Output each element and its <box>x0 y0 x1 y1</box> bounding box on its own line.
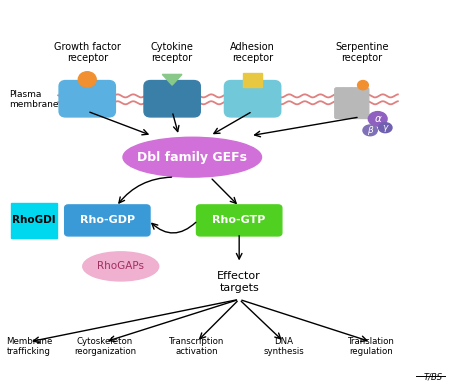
Text: Rho-GTP: Rho-GTP <box>212 215 265 225</box>
Ellipse shape <box>123 137 261 177</box>
Text: Cytoskeleton
reorganization: Cytoskeleton reorganization <box>74 337 136 357</box>
FancyBboxPatch shape <box>196 205 281 236</box>
Text: γ: γ <box>382 123 387 132</box>
Ellipse shape <box>362 125 376 136</box>
Text: Plasma
membrane: Plasma membrane <box>9 90 58 109</box>
Text: Rho-GDP: Rho-GDP <box>80 215 135 225</box>
FancyBboxPatch shape <box>334 88 344 118</box>
Text: α: α <box>374 114 380 124</box>
Text: Cytokine
receptor: Cytokine receptor <box>150 42 193 63</box>
Ellipse shape <box>368 111 386 126</box>
Ellipse shape <box>79 85 96 95</box>
Ellipse shape <box>378 123 391 133</box>
Text: DNA
synthesis: DNA synthesis <box>263 337 303 357</box>
FancyBboxPatch shape <box>59 81 115 117</box>
Text: Serpentine
receptor: Serpentine receptor <box>334 42 388 63</box>
FancyBboxPatch shape <box>144 81 200 117</box>
Ellipse shape <box>83 252 158 281</box>
FancyBboxPatch shape <box>242 73 261 87</box>
Text: RhoGAPs: RhoGAPs <box>97 262 144 271</box>
Text: Translation
regulation: Translation regulation <box>347 337 394 357</box>
Text: β: β <box>366 126 372 135</box>
FancyBboxPatch shape <box>10 203 56 238</box>
Polygon shape <box>162 74 182 85</box>
Ellipse shape <box>163 85 181 95</box>
Circle shape <box>78 72 96 87</box>
Text: RhoGDI: RhoGDI <box>12 215 56 225</box>
Ellipse shape <box>243 85 261 95</box>
FancyBboxPatch shape <box>224 81 280 117</box>
Text: Effector
targets: Effector targets <box>217 271 260 292</box>
FancyBboxPatch shape <box>358 88 368 118</box>
FancyBboxPatch shape <box>342 88 352 118</box>
Text: Dbl family GEFs: Dbl family GEFs <box>137 151 247 164</box>
Text: T/BS: T/BS <box>422 372 441 381</box>
Text: Growth factor
receptor: Growth factor receptor <box>54 42 121 63</box>
FancyBboxPatch shape <box>350 88 360 118</box>
Text: Membrane
trafficking: Membrane trafficking <box>6 337 52 357</box>
Text: Transcription
activation: Transcription activation <box>169 337 224 357</box>
Circle shape <box>357 81 368 90</box>
FancyBboxPatch shape <box>65 205 150 236</box>
Text: Adhesion
receptor: Adhesion receptor <box>230 42 274 63</box>
